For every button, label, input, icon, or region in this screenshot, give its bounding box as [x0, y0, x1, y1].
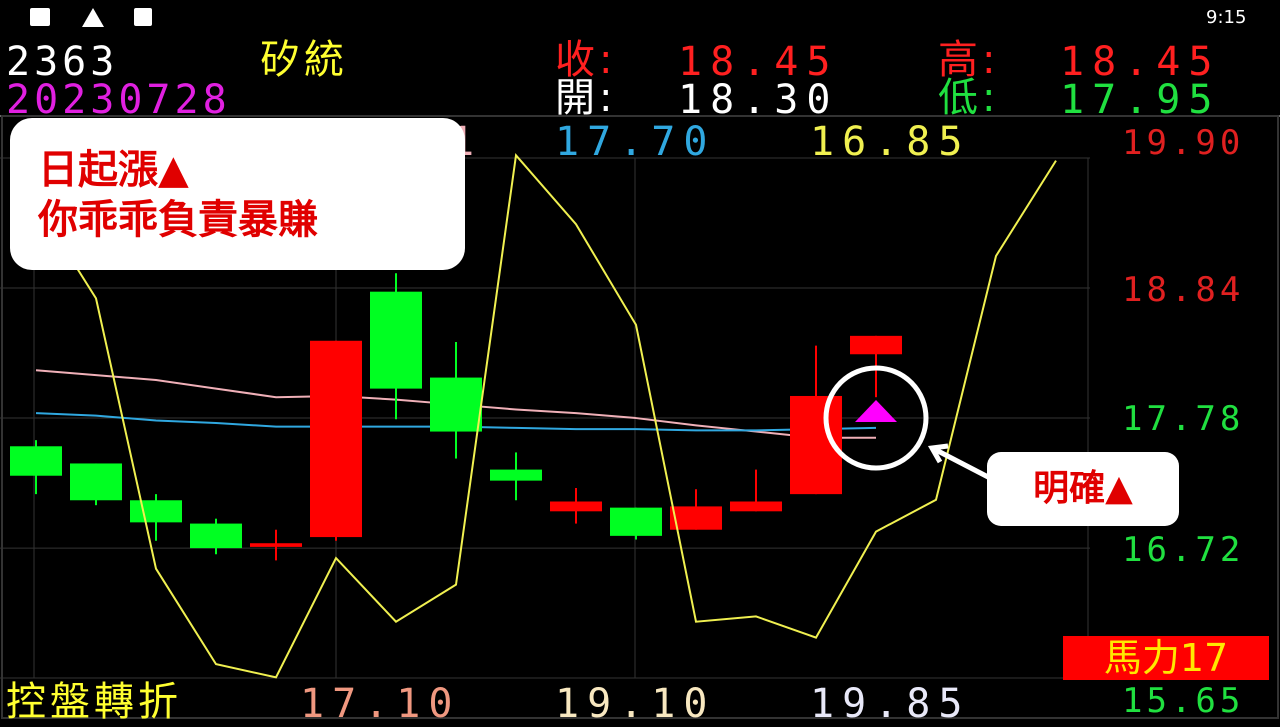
ma-value-2: 17.70: [555, 119, 716, 165]
low-label: 低:: [938, 75, 1000, 121]
arrow-icon: [934, 447, 992, 481]
candle-body: [730, 501, 782, 512]
font-icon: [134, 8, 152, 26]
candle-body: [550, 501, 602, 512]
candle-body: [850, 335, 902, 355]
open-value: 18.30: [678, 77, 839, 123]
close-value: 18.45: [678, 39, 839, 85]
axis-label: 18.84: [1122, 270, 1245, 310]
signal-callout: 明確▲: [987, 452, 1179, 526]
oscillator-line: [35, 152, 1057, 679]
candle-body: [70, 463, 122, 501]
axis-label: 15.65: [1122, 681, 1245, 721]
candle-body: [250, 543, 302, 547]
candle-body: [670, 506, 722, 530]
date: 20230728: [6, 77, 231, 123]
callout-line-2: 你乖乖負責暴賺: [38, 197, 318, 243]
ma-value-3: 16.85: [810, 119, 971, 165]
candle-body: [370, 291, 422, 389]
stock-code: 2363: [6, 39, 119, 85]
candle-body: [310, 340, 362, 538]
close-label: 收:: [555, 37, 617, 83]
axis-label: 19.90: [1122, 123, 1245, 163]
stock-name: 矽統: [260, 37, 348, 83]
candle-body: [130, 500, 182, 523]
candle-body: [430, 377, 482, 432]
arrow-head-icon: [927, 443, 949, 464]
axis-label: 17.78: [1122, 399, 1245, 439]
footer-label: 控盤轉折: [6, 679, 182, 725]
chart-frame: [1, 115, 1279, 719]
power-badge: 馬力17: [1063, 636, 1269, 680]
warning-icon: [82, 8, 104, 27]
clock: 9:15: [1206, 7, 1247, 28]
candle-body: [610, 507, 662, 536]
signal-triangle-icon: [855, 400, 897, 422]
footer-value-1: 17.10: [300, 681, 461, 727]
footer-value-3: 19.85: [810, 681, 971, 727]
image-icon: [30, 8, 50, 26]
axis-label: 16.72: [1122, 530, 1245, 570]
highlight-circle: [823, 365, 929, 471]
high-label: 高:: [938, 37, 1000, 83]
candle-body: [10, 446, 62, 476]
candle-body: [490, 469, 542, 481]
low-value: 17.95: [1060, 77, 1221, 123]
callout-line-1: 日起漲▲: [38, 147, 189, 193]
promo-callout: 日起漲▲ 你乖乖負責暴賺: [10, 118, 465, 270]
open-label: 開:: [555, 75, 617, 121]
high-value: 18.45: [1060, 39, 1221, 85]
status-bar: 9:15: [0, 0, 1280, 34]
candle-body: [190, 523, 242, 549]
footer-value-2: 19.10: [555, 681, 716, 727]
